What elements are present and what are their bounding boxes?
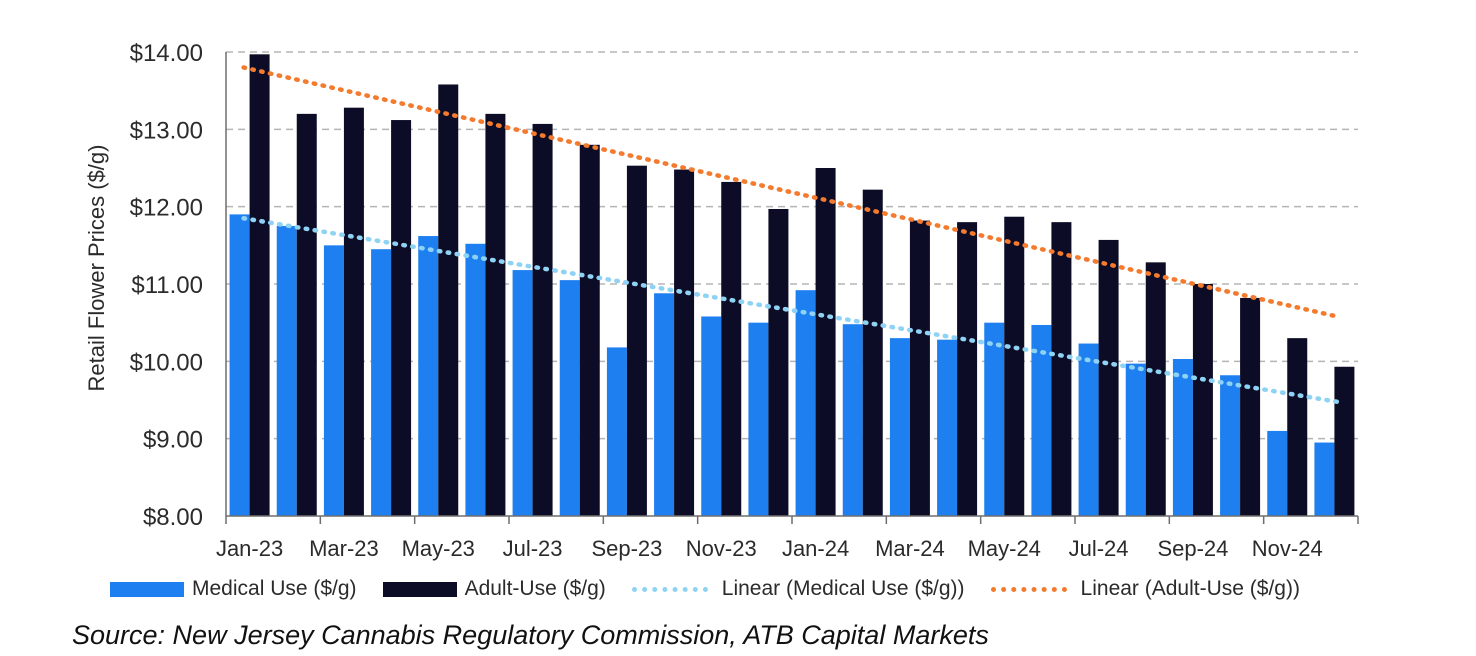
x-tick-label: Jul-23 [503, 536, 563, 561]
bar-medical [984, 322, 1005, 516]
bar-medical [1031, 324, 1052, 516]
x-tick-label: May-24 [968, 536, 1041, 561]
bar-medical [654, 293, 675, 516]
bar-medical [418, 236, 439, 516]
bar-medical [1125, 363, 1146, 516]
y-tick-label: $10.00 [130, 349, 203, 376]
x-tick-labels: Jan-23 Mar-23 May-23 Jul-23 Sep-23 Nov-23 Jan-… [216, 536, 1323, 561]
bar-medical [889, 338, 910, 516]
legend-label-linear-medical: Linear (Medical Use ($/g)) [721, 577, 965, 600]
legend-label-adult-use: Adult-Use ($/g) [464, 577, 606, 600]
bar-adult-use [815, 168, 836, 516]
bar-medical [1314, 442, 1335, 516]
x-tick-label: Nov-24 [1252, 536, 1323, 561]
bar-medical [559, 280, 580, 516]
x-tick-label: Sep-24 [1157, 536, 1228, 561]
legend-swatch-linear-medical [631, 586, 708, 592]
x-tick-label: Nov-23 [686, 536, 757, 561]
bar-adult-use [768, 208, 789, 516]
bar-medical [701, 316, 722, 516]
y-tick-label: $14.00 [130, 40, 203, 67]
bar-adult-use [1192, 284, 1213, 516]
trendline-adult-use [241, 65, 1343, 320]
bar-adult-use [296, 113, 317, 516]
axes [225, 52, 1359, 524]
y-tick-label: $13.00 [130, 117, 203, 144]
bar-medical [229, 214, 250, 516]
bar-adult-use [343, 107, 364, 517]
legend-item-adult-use: Adult-Use ($/g) [382, 577, 606, 601]
bar-adult-use [438, 84, 459, 516]
price-chart: $8.00 $9.00 $10.00 $11.00 $12.00 $13.00 $14.00… [84, 40, 1359, 561]
bar-adult-use [1240, 297, 1261, 516]
bar-adult-use [1287, 338, 1308, 516]
bar-adult-use [1098, 239, 1119, 517]
bar-adult-use [532, 123, 553, 517]
bar-adult-use [674, 169, 695, 516]
bar-medical [1220, 375, 1241, 516]
bar-adult-use [485, 113, 506, 516]
bar-adult-use [1004, 216, 1025, 516]
bar-medical [606, 347, 627, 516]
bar-medical [1267, 430, 1288, 516]
bar-medical [842, 324, 863, 516]
x-tick-label: Jan-23 [216, 536, 283, 561]
bar-adult-use [249, 54, 270, 516]
x-tick-label: Jan-24 [782, 536, 849, 561]
legend-swatch-medical [110, 581, 184, 597]
bar-adult-use [1334, 366, 1355, 516]
bar-medical [371, 249, 392, 516]
bar-medical [512, 270, 533, 516]
bars [229, 54, 1355, 517]
bar-medical [465, 243, 486, 516]
bar-medical [276, 226, 297, 516]
legend-item-linear-medical: Linear (Medical Use ($/g)) [631, 577, 965, 601]
y-axis-title: Retail Flower Prices ($/g) [84, 145, 109, 392]
bar-adult-use [862, 189, 883, 517]
trendlines [241, 65, 1343, 405]
bar-medical [795, 290, 816, 516]
legend-label-medical: Medical Use ($/g) [192, 577, 357, 600]
legend-item-linear-adult-use: Linear (Adult-Use ($/g)) [990, 577, 1300, 601]
bar-adult-use [579, 144, 600, 517]
legend-swatch-adult-use [382, 581, 457, 597]
bar-medical [323, 245, 344, 517]
legend-swatch-linear-adult-use [990, 586, 1067, 592]
x-tick-label: Mar-23 [309, 536, 379, 561]
bar-adult-use [909, 220, 930, 516]
y-tick-labels: $8.00 $9.00 $10.00 $11.00 $12.00 $13.00 $14.00 [130, 40, 203, 531]
bar-medical [1078, 343, 1099, 516]
bar-adult-use [391, 120, 412, 516]
bar-adult-use [957, 222, 978, 516]
y-tick-label: $9.00 [143, 427, 203, 454]
x-tick-label: Jul-24 [1069, 536, 1129, 561]
y-tick-label: $12.00 [130, 195, 203, 222]
y-tick-label: $8.00 [143, 504, 203, 531]
x-tick-label: May-23 [402, 536, 475, 561]
legend-label-linear-adult-use: Linear (Adult-Use ($/g)) [1080, 577, 1300, 600]
bar-adult-use [1051, 222, 1072, 516]
trendline-medical [241, 216, 1343, 405]
x-tick-label: Sep-23 [591, 536, 662, 561]
x-tick-label: Mar-24 [875, 536, 945, 561]
y-tick-label: $11.00 [131, 272, 203, 299]
legend-item-medical: Medical Use ($/g) [110, 577, 357, 601]
source-note: Source: New Jersey Cannabis Regulatory C… [72, 620, 989, 650]
bar-adult-use [721, 181, 742, 517]
legend: Medical Use ($/g) Adult-Use ($/g) Linear… [110, 577, 1326, 601]
grid-lines [226, 51, 1358, 440]
bar-adult-use [626, 165, 647, 516]
bar-medical [937, 339, 958, 516]
bar-medical [1172, 359, 1193, 516]
bar-medical [748, 322, 769, 516]
bar-adult-use [1145, 262, 1166, 516]
